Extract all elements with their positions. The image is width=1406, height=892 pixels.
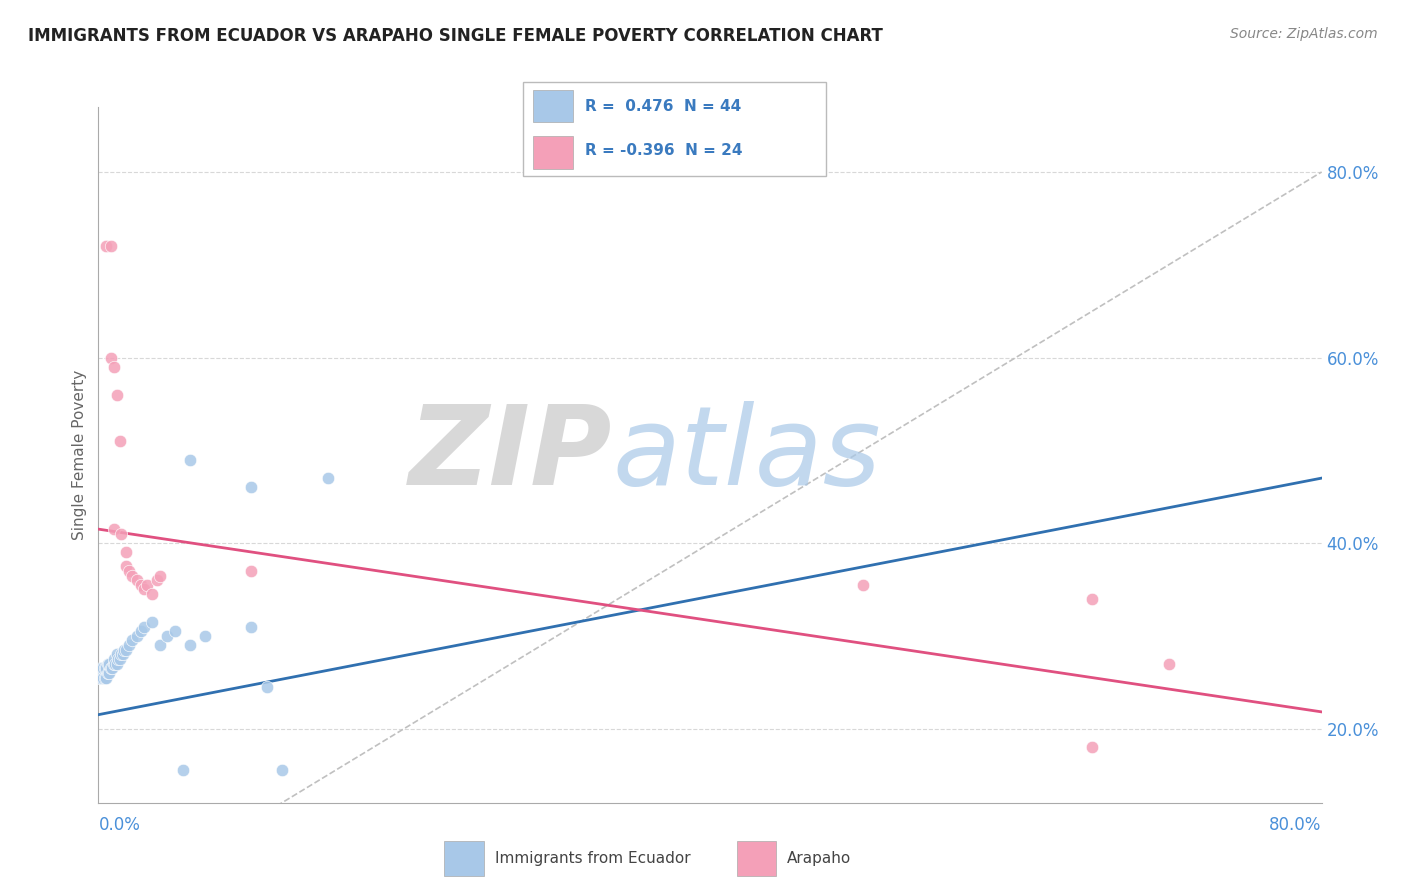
Point (104, 657, 127, 671)
Text: atlas: atlas (612, 401, 880, 508)
Point (1081, 740, 1104, 755)
Text: Immigrants from Ecuador: Immigrants from Ecuador (495, 851, 690, 866)
FancyBboxPatch shape (533, 136, 572, 169)
Point (103, 359, 125, 374)
Point (129, 624, 152, 639)
Point (179, 638, 201, 652)
Point (105, 657, 128, 671)
Point (89, 671, 111, 685)
Point (240, 564, 263, 578)
Point (156, 629, 179, 643)
Point (240, 619, 263, 633)
Point (107, 652, 129, 666)
Point (179, 452, 201, 467)
Point (110, 648, 132, 662)
Point (91, 661, 114, 675)
Point (93, 661, 115, 675)
Point (103, 652, 125, 666)
FancyBboxPatch shape (737, 841, 776, 876)
FancyBboxPatch shape (444, 841, 484, 876)
Point (141, 587, 163, 601)
Point (93, 671, 115, 685)
Point (136, 578, 159, 592)
Point (194, 629, 217, 643)
Point (98, 665, 121, 680)
Point (134, 582, 156, 597)
Point (118, 638, 141, 652)
Point (141, 615, 163, 629)
Point (270, 764, 292, 778)
Point (97, 665, 120, 680)
Point (90, 671, 112, 685)
Text: 0.0%: 0.0% (98, 816, 141, 834)
Point (115, 642, 138, 657)
Point (100, 351, 122, 365)
Point (98, 657, 121, 671)
Point (108, 652, 131, 666)
Point (125, 629, 148, 643)
Text: R = -0.396  N = 24: R = -0.396 N = 24 (585, 144, 742, 159)
Point (163, 624, 186, 639)
Point (316, 471, 339, 485)
Point (118, 564, 141, 578)
Text: 80.0%: 80.0% (1270, 816, 1322, 834)
Text: Source: ZipAtlas.com: Source: ZipAtlas.com (1230, 27, 1378, 41)
Point (172, 764, 194, 778)
Point (115, 559, 138, 574)
Point (94, 671, 117, 685)
Y-axis label: Single Female Poverty: Single Female Poverty (72, 370, 87, 540)
Point (108, 434, 131, 448)
Point (112, 642, 135, 657)
Point (97, 657, 120, 671)
Point (91, 671, 114, 685)
Point (105, 387, 128, 401)
Point (100, 239, 122, 253)
Point (101, 661, 124, 675)
Point (94, 661, 117, 675)
Point (100, 661, 122, 675)
Point (1157, 657, 1180, 671)
Point (121, 633, 143, 648)
Point (134, 619, 156, 633)
Point (121, 568, 143, 582)
Point (240, 480, 263, 494)
Point (115, 545, 138, 559)
Point (103, 522, 125, 536)
Point (145, 573, 167, 587)
Text: R =  0.476  N = 44: R = 0.476 N = 44 (585, 99, 741, 114)
Point (852, 578, 875, 592)
Text: Arapaho: Arapaho (787, 851, 852, 866)
FancyBboxPatch shape (533, 90, 572, 122)
Point (110, 526, 132, 541)
Point (94, 239, 117, 253)
Point (149, 638, 172, 652)
Point (105, 648, 128, 662)
Text: IMMIGRANTS FROM ECUADOR VS ARAPAHO SINGLE FEMALE POVERTY CORRELATION CHART: IMMIGRANTS FROM ECUADOR VS ARAPAHO SINGL… (28, 27, 883, 45)
Point (149, 568, 172, 582)
Point (129, 578, 152, 592)
FancyBboxPatch shape (523, 82, 827, 177)
Point (90, 661, 112, 675)
Point (111, 648, 134, 662)
Point (103, 657, 125, 671)
Point (1081, 591, 1104, 606)
Text: ZIP: ZIP (409, 401, 612, 508)
Point (256, 680, 278, 694)
Point (125, 573, 148, 587)
